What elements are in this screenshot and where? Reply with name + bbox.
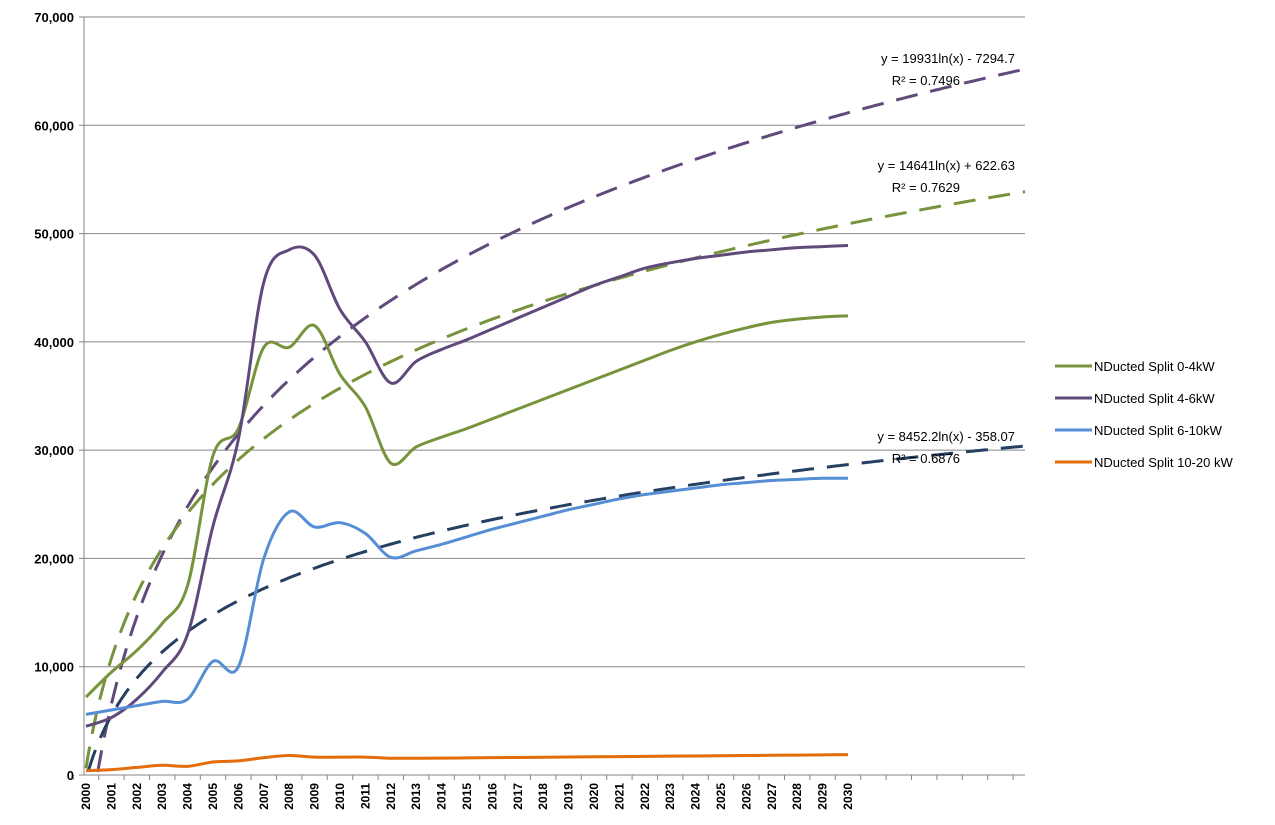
x-tick-label: 2030 — [841, 783, 855, 810]
y-tick-label: 70,000 — [34, 10, 74, 25]
x-tick-label: 2028 — [790, 783, 804, 810]
x-tick-label: 2008 — [282, 783, 296, 810]
x-tick-label: 2016 — [485, 783, 499, 810]
trendline-equation: y = 14641ln(x) + 622.63 — [878, 158, 1015, 173]
x-tick-label: 2019 — [562, 783, 576, 810]
y-tick-label: 0 — [67, 768, 74, 783]
trendline-nducted-split-0-4kw — [84, 190, 1026, 769]
x-tick-label: 2004 — [181, 783, 195, 810]
y-tick-label: 40,000 — [34, 335, 74, 350]
series-lines — [84, 243, 849, 773]
x-tick-label: 2013 — [409, 783, 423, 810]
x-tick-label: 2015 — [460, 783, 474, 810]
trendline-nducted-split-6-10kw — [86, 444, 1026, 772]
x-tick-label: 2006 — [231, 783, 245, 810]
x-tick-label: 2024 — [689, 783, 703, 810]
legend-label: NDucted Split 6-10kW — [1094, 423, 1223, 438]
trendline-equations: y = 19931ln(x) - 7294.7 R² = 0.7496 y = 14… — [877, 51, 1015, 466]
series-line-nducted-split-6-10kw — [85, 476, 849, 716]
series-line-nducted-split-10-20-kw — [85, 753, 849, 773]
x-tick-label: 2017 — [511, 783, 525, 810]
legend: NDucted Split 0-4kW NDucted Split 4-6kW ND… — [1055, 359, 1233, 470]
x-tick-label: 2018 — [536, 783, 550, 810]
gridlines — [84, 16, 1025, 668]
x-tick-label: 2021 — [612, 783, 626, 810]
x-tick-label: 2000 — [79, 783, 93, 810]
x-tick-label: 2027 — [765, 783, 779, 810]
x-tick-label: 2012 — [384, 783, 398, 810]
y-tick-label: 50,000 — [34, 227, 74, 242]
trendlines — [84, 67, 1026, 773]
x-tick-label: 2011 — [358, 783, 372, 809]
x-tick-label: 2007 — [257, 783, 271, 810]
legend-label: NDucted Split 10-20 kW — [1094, 455, 1233, 470]
x-axis-ticks: 2000 2001 2002 2003 2004 2005 2006 2007 2008 2009… — [79, 783, 855, 810]
x-tick-label: 2026 — [739, 783, 753, 810]
x-tick-label: 2029 — [816, 783, 830, 810]
trendline-equation: y = 19931ln(x) - 7294.7 — [881, 51, 1015, 66]
x-tick-label: 2014 — [435, 783, 449, 810]
x-tick-label: 2025 — [714, 783, 728, 810]
y-axis-ticks: 0 10,000 20,000 30,000 40,000 50,000 60,000 70,… — [34, 10, 74, 783]
x-tick-label: 2022 — [638, 783, 652, 810]
series-line-nducted-split-0-4kw — [84, 314, 849, 699]
x-tick-label: 2003 — [155, 783, 169, 810]
y-tick-label: 60,000 — [34, 118, 74, 133]
x-tick-label: 2023 — [663, 783, 677, 810]
trendline-r-squared: R² = 0.7496 — [892, 73, 960, 88]
y-tick-label: 10,000 — [34, 660, 74, 675]
legend-label: NDucted Split 0-4kW — [1094, 359, 1215, 374]
x-tick-label: 2010 — [333, 783, 347, 810]
trendline-r-squared: R² = 0.7629 — [892, 180, 960, 195]
trendline-r-squared: R² = 0.6876 — [892, 451, 960, 466]
y-tick-label: 20,000 — [34, 551, 74, 566]
x-tick-label: 2001 — [104, 783, 118, 810]
y-tick-label: 30,000 — [34, 443, 74, 458]
trendline-nducted-split-4-6kw — [96, 67, 1026, 773]
series-line-nducted-split-4-6kw — [85, 243, 849, 728]
axes — [72, 16, 1025, 780]
x-tick-label: 2005 — [206, 783, 220, 810]
x-tick-label: 2009 — [308, 783, 322, 810]
x-tick-label: 2020 — [587, 783, 601, 810]
legend-label: NDucted Split 4-6kW — [1094, 391, 1215, 406]
trendline-equation: y = 8452.2ln(x) - 358.07 — [877, 429, 1015, 444]
x-tick-label: 2002 — [130, 783, 144, 810]
